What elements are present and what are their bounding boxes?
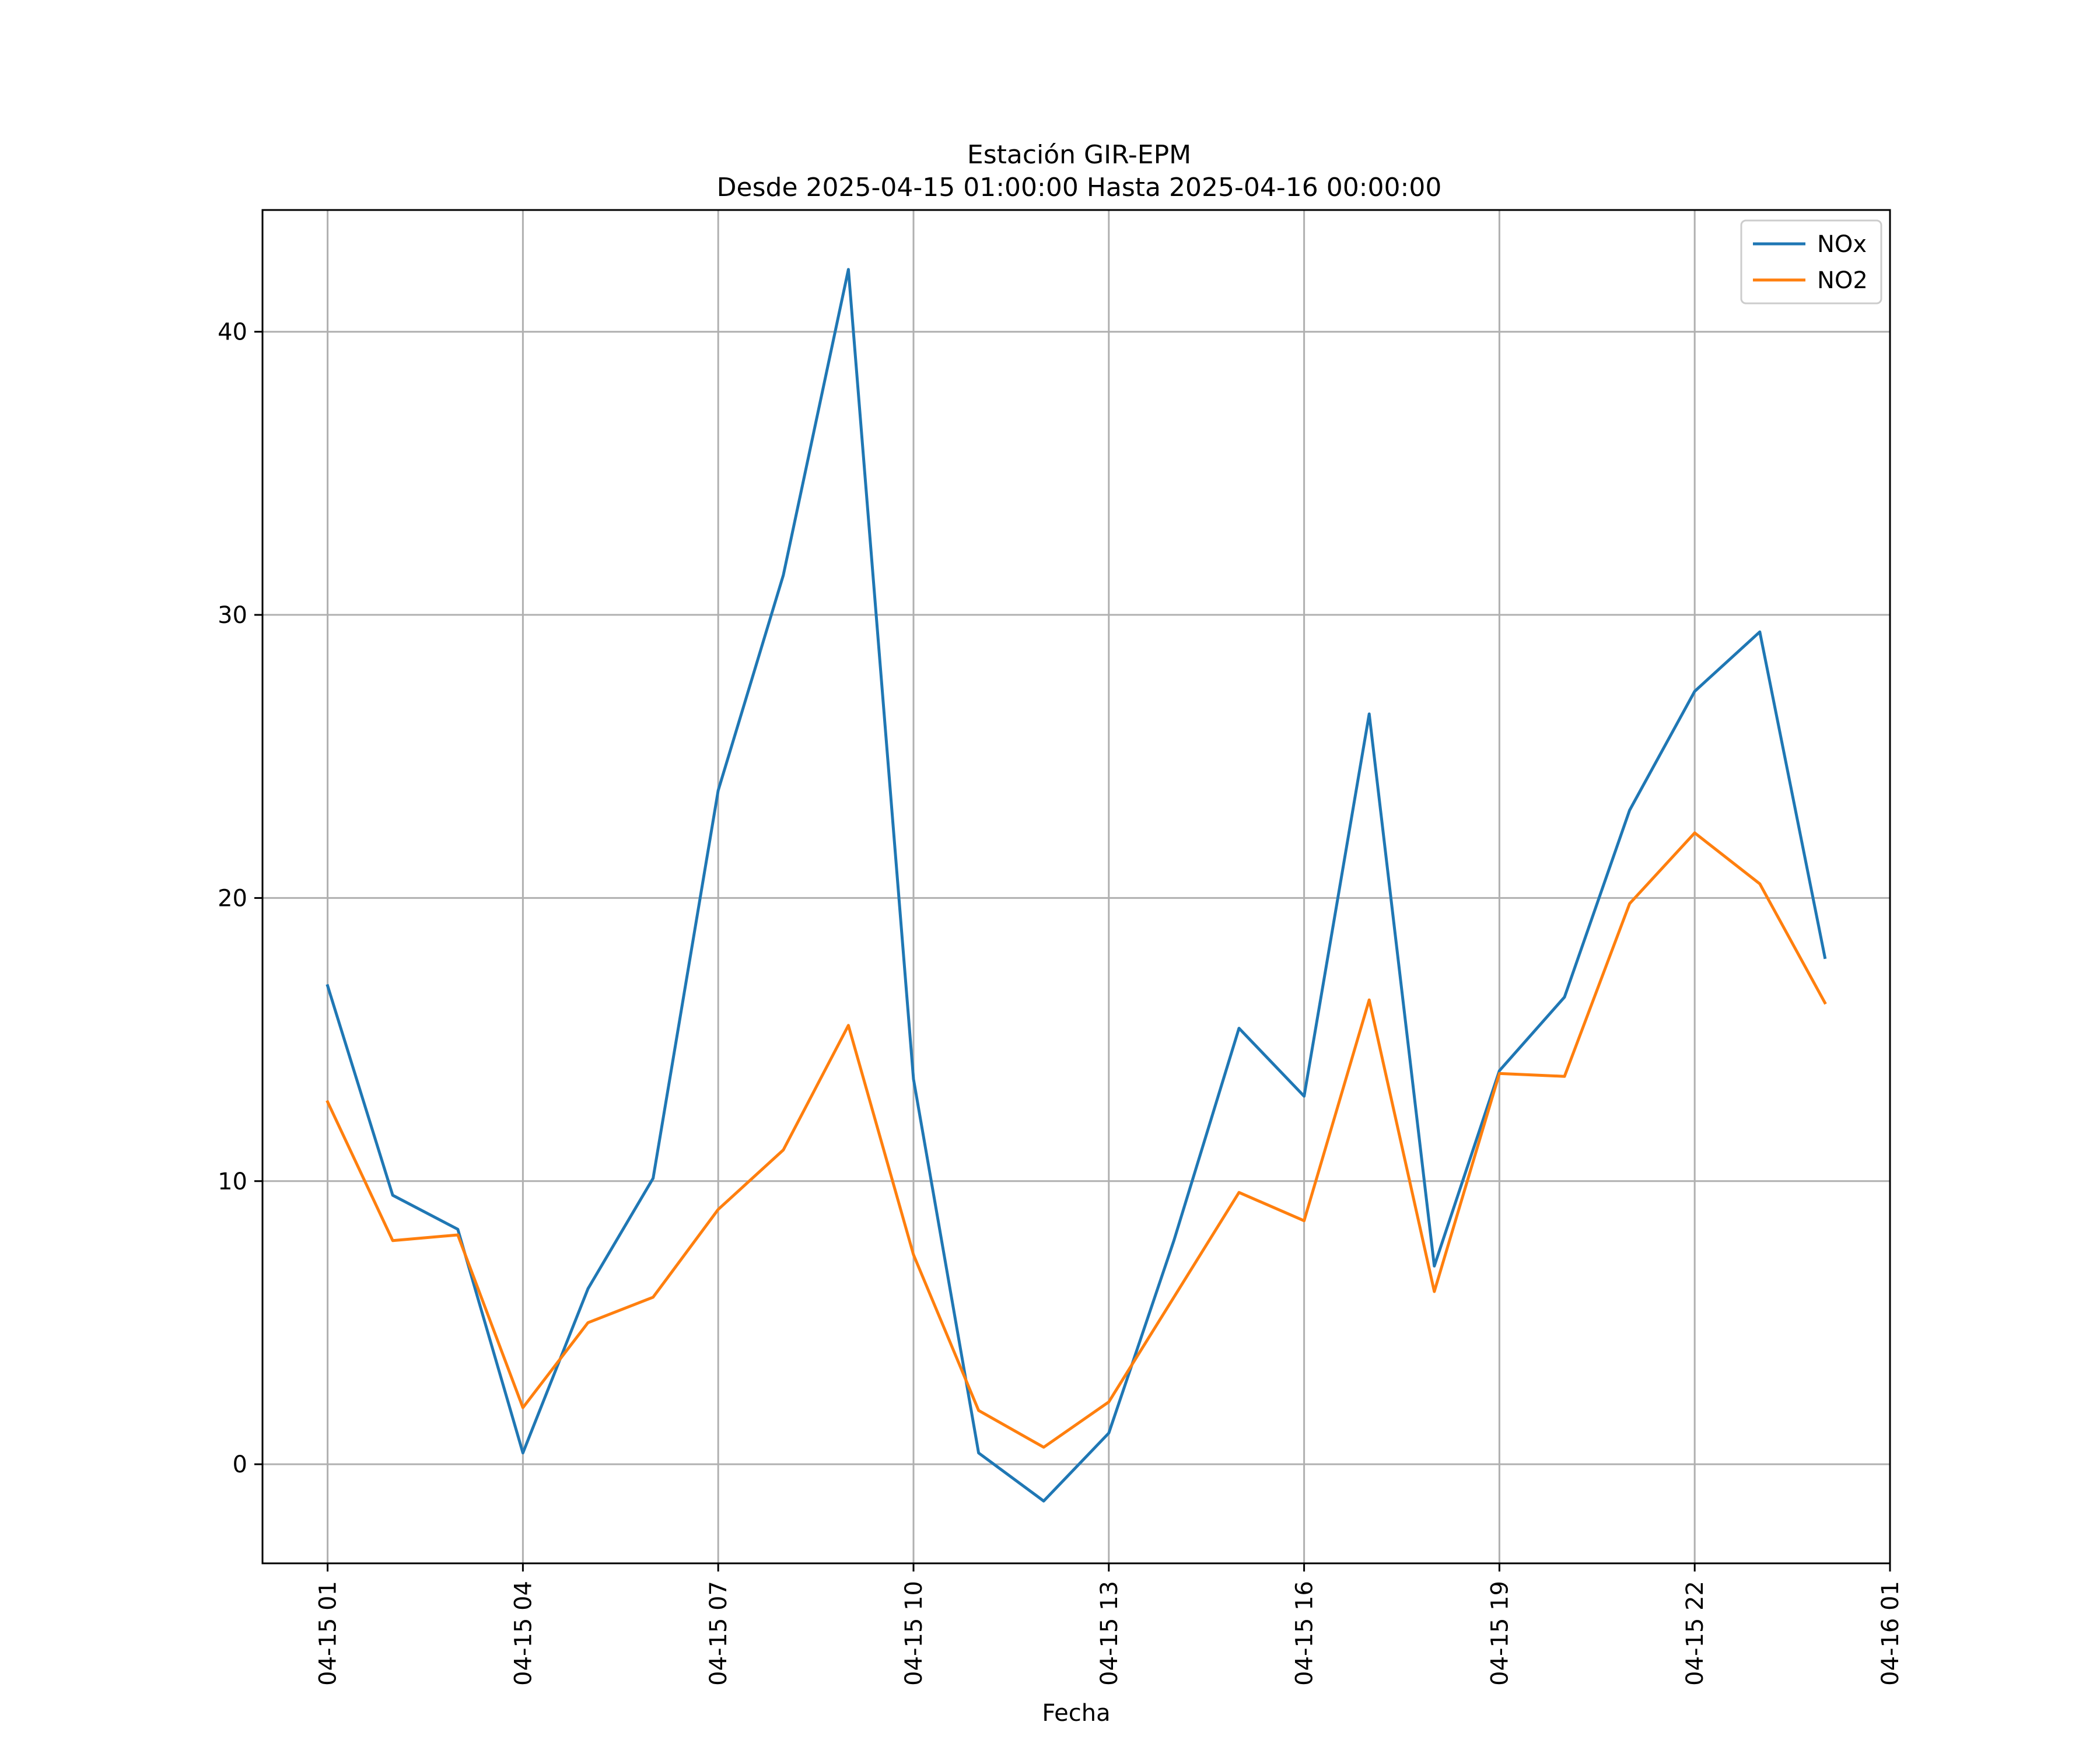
series-line-no2 xyxy=(326,831,1827,1449)
x-tick-label: 04-16 01 xyxy=(1877,1581,1904,1686)
x-tick-label: 04-15 19 xyxy=(1486,1581,1513,1686)
y-tick-label: 30 xyxy=(218,602,247,629)
x-tick-label: 04-15 01 xyxy=(315,1581,342,1686)
x-tick-label: 04-15 16 xyxy=(1292,1581,1318,1686)
legend-label-nox: NOx xyxy=(1817,231,1867,258)
x-tick-label: 04-15 22 xyxy=(1682,1581,1709,1686)
y-tick-label: 20 xyxy=(218,885,247,912)
legend-box xyxy=(1740,219,1882,304)
x-tick-label: 04-15 04 xyxy=(510,1581,537,1686)
x-axis-label: Fecha xyxy=(1042,1700,1110,1727)
x-tick-label: 04-15 13 xyxy=(1096,1581,1123,1686)
y-tick-label: 0 xyxy=(233,1451,247,1478)
series-lines xyxy=(326,268,1827,1503)
y-tick-label: 10 xyxy=(218,1168,247,1195)
legend-label-no2: NO2 xyxy=(1817,267,1868,294)
chart-title: Estación GIR-EPM xyxy=(967,140,1191,170)
legend: NOx NO2 xyxy=(1740,219,1882,304)
x-tick-label: 04-15 07 xyxy=(705,1581,732,1686)
axis-ticks: 04-15 01 04-15 04 04-15 07 04-15 10 04-15 13… xyxy=(218,319,1904,1686)
chart-subtitle: Desde 2025-04-15 01:00:00 Hasta 2025-04-… xyxy=(717,173,1442,202)
y-tick-label: 40 xyxy=(218,319,247,346)
series-line-nox xyxy=(326,268,1827,1503)
x-tick-label: 04-15 10 xyxy=(901,1581,928,1686)
grid xyxy=(262,210,1891,1563)
plot-frame xyxy=(261,209,1891,1564)
